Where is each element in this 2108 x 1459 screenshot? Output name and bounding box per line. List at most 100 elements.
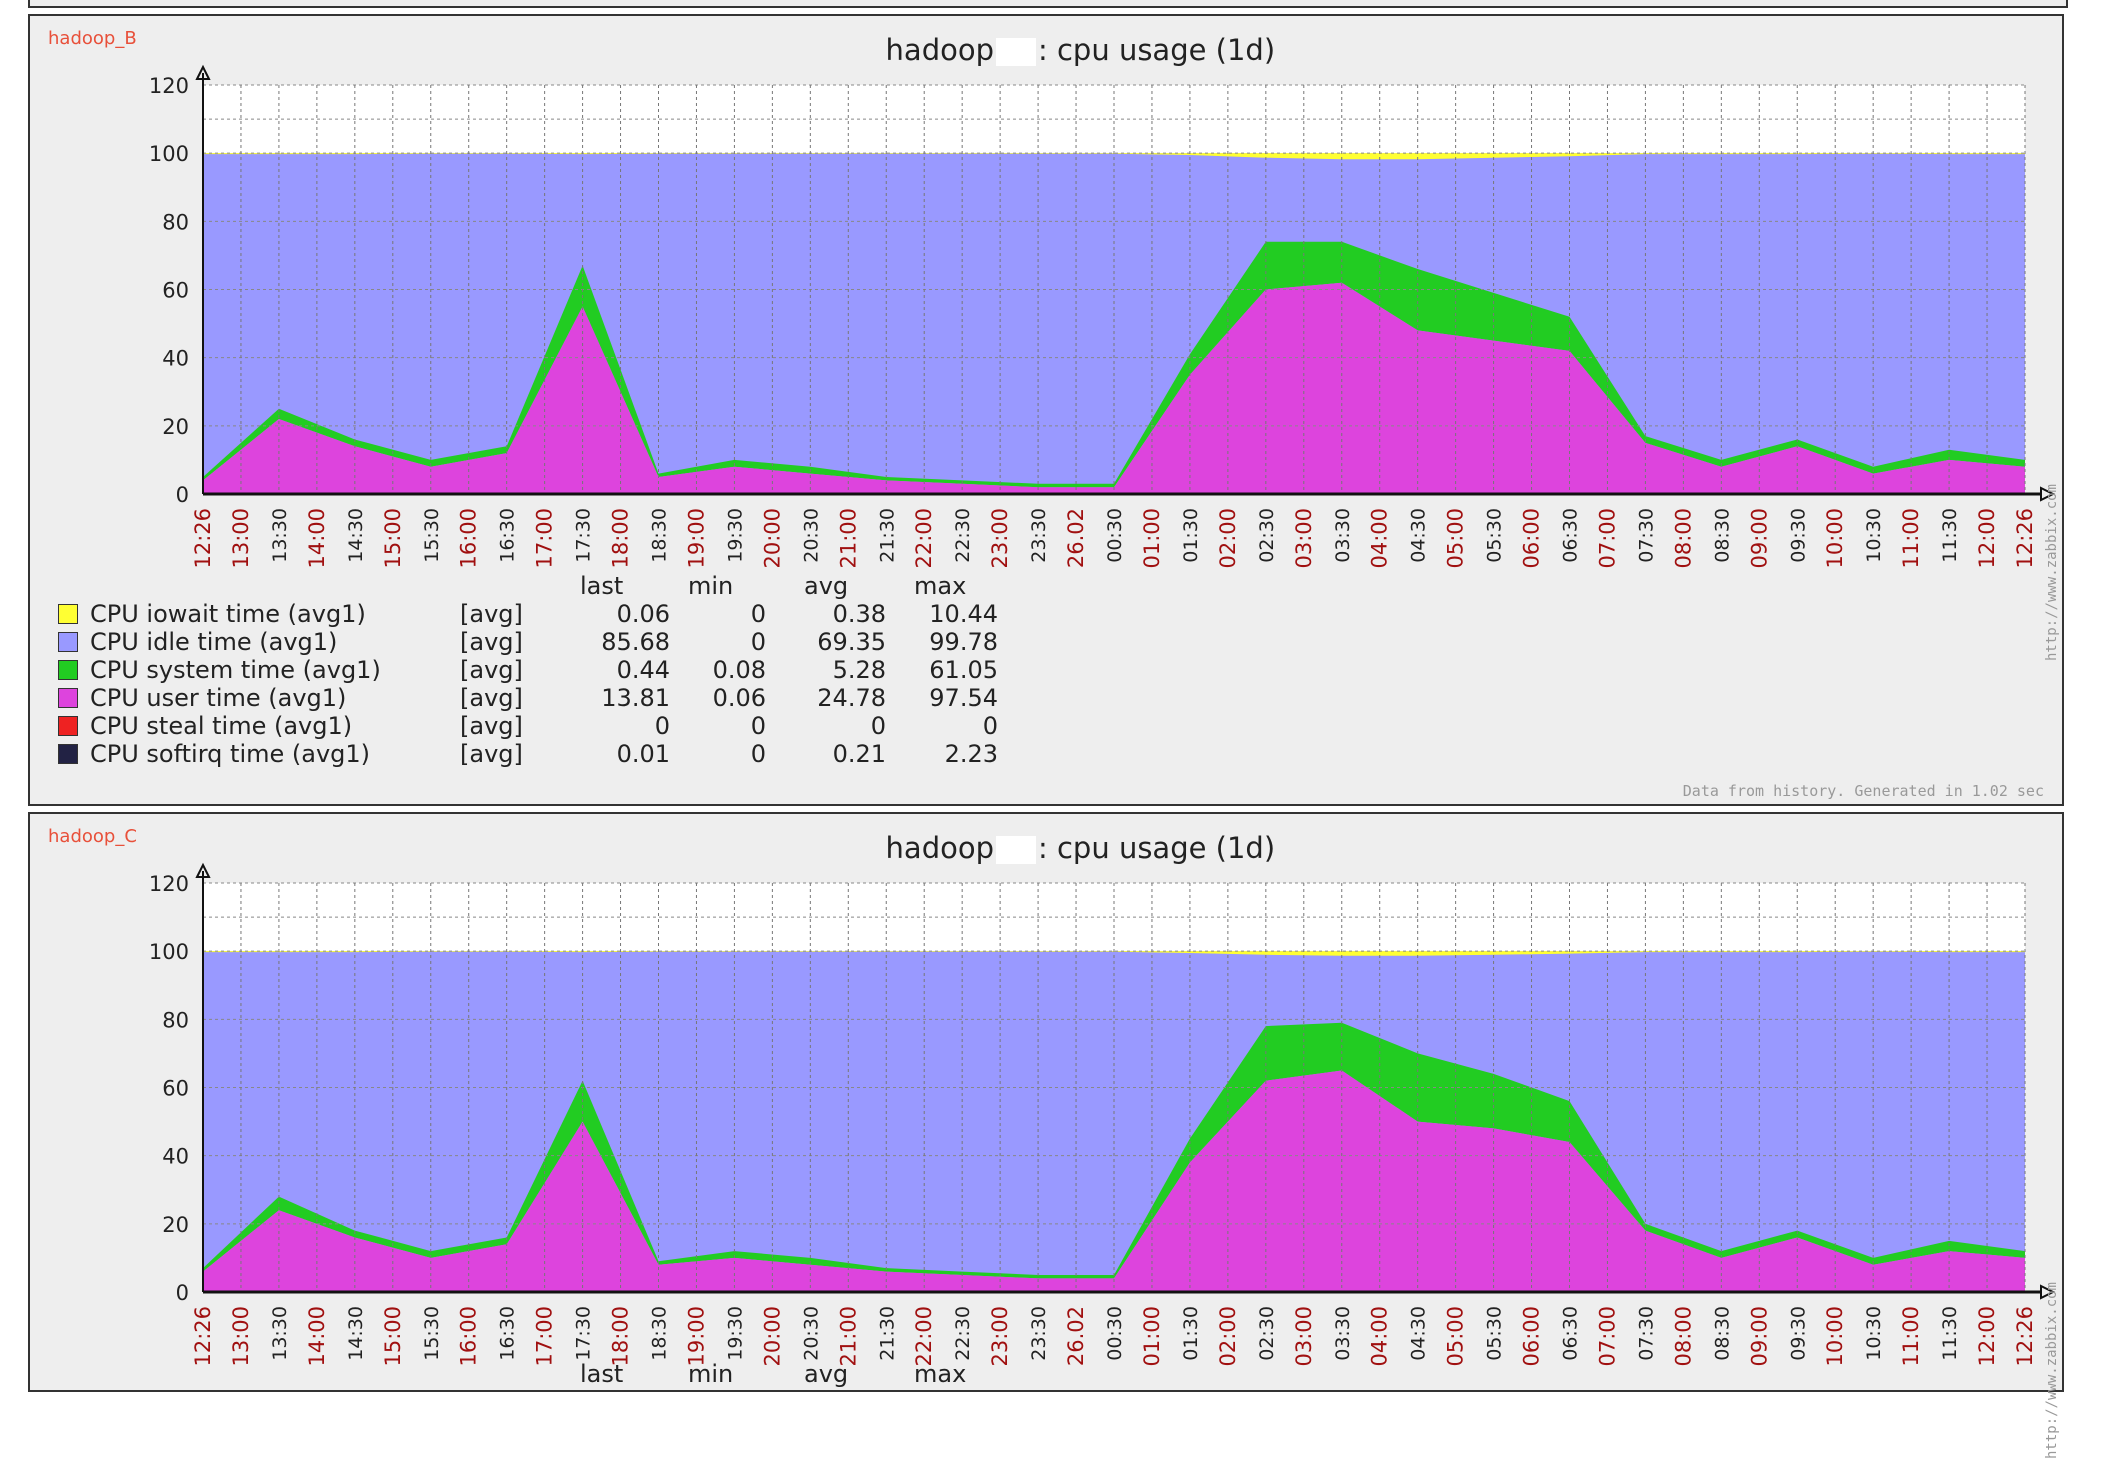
y-tick-label: 60 xyxy=(162,1077,189,1101)
y-tick-label: 0 xyxy=(176,1281,189,1305)
x-tick-label: 23:30 xyxy=(1028,1306,1050,1361)
legend-fn: [avg] xyxy=(460,740,523,768)
legend-last: 0 xyxy=(654,712,670,740)
x-tick-label: 07:30 xyxy=(1635,508,1657,563)
x-axis-arrow xyxy=(2040,1284,2056,1300)
x-tick-label: 22:30 xyxy=(952,508,974,563)
legend-avg: 0.21 xyxy=(832,740,886,768)
graph-panel-hadoop-c: hadoop_C hadoop: cpu usage (1d) 0 20 40 60 80… xyxy=(28,812,2064,1459)
x-tick-label: 00:30 xyxy=(1104,508,1126,563)
legend-last: 0.44 xyxy=(616,656,670,684)
y-tick-label: 20 xyxy=(162,1213,189,1237)
legend-row: CPU iowait time (avg1) [avg] 0.06 0 0.38 10.4… xyxy=(58,600,1094,628)
x-tick-label: 13:30 xyxy=(269,508,291,563)
legend-fn: [avg] xyxy=(460,712,523,740)
x-tick-label: 13:30 xyxy=(269,1306,291,1361)
x-tick-label: 01:30 xyxy=(1180,1306,1202,1361)
x-tick-label: 12:26 xyxy=(2013,508,2037,569)
y-axis-arrow xyxy=(195,862,211,878)
cpu-usage-chart: hadoop: cpu usage (1d) 0 20 40 60 80 100 120 12:… xyxy=(149,831,2056,1367)
x-tick-label: 21:30 xyxy=(876,508,898,563)
x-tick-label: 07:30 xyxy=(1635,1306,1657,1361)
x-tick-label: 11:00 xyxy=(1899,508,1923,569)
legend-max: 99.78 xyxy=(929,628,998,656)
x-tick-label: 19:30 xyxy=(724,1306,746,1361)
x-tick-label: 05:00 xyxy=(1444,508,1468,569)
x-tick-label: 21:30 xyxy=(876,1306,898,1361)
x-tick-label: 17:30 xyxy=(573,1306,595,1361)
x-tick-label: 02:30 xyxy=(1256,508,1278,563)
x-tick-label: 17:00 xyxy=(533,1306,557,1367)
x-tick-label: 03:30 xyxy=(1332,508,1354,563)
x-tick-label: 15:30 xyxy=(421,1306,443,1361)
x-tick-label: 06:00 xyxy=(1520,1306,1544,1367)
previous-panel-edge xyxy=(28,0,2068,8)
x-tick-label: 21:00 xyxy=(836,508,860,569)
x-tick-label: 14:00 xyxy=(305,1306,329,1367)
x-tick-label: 26.02 xyxy=(1064,508,1088,568)
legend-avg: 0 xyxy=(870,712,886,740)
legend-row: CPU user time (avg1) [avg] 13.81 0.06 24.78 9… xyxy=(58,684,1094,712)
x-tick-label: 13:00 xyxy=(229,1306,253,1367)
legend-last: 13.81 xyxy=(601,684,670,712)
x-tick-label: 18:00 xyxy=(609,508,633,569)
y-tick-label: 120 xyxy=(149,872,189,896)
x-tick-label: 04:00 xyxy=(1368,1306,1392,1367)
x-tick-label: 23:00 xyxy=(988,508,1012,569)
legend-name: CPU steal time (avg1) xyxy=(90,712,353,740)
x-tick-label: 15:00 xyxy=(381,1306,405,1367)
x-tick-label: 12:26 xyxy=(2013,1306,2037,1367)
legend-swatch xyxy=(58,716,78,736)
legend-fn: [avg] xyxy=(460,628,523,656)
host-label[interactable]: hadoop_B xyxy=(48,28,137,49)
x-tick-label: 08:30 xyxy=(1711,508,1733,563)
chart-title: hadoop xyxy=(886,33,994,67)
legend-last: 85.68 xyxy=(601,628,670,656)
legend-swatch xyxy=(58,660,78,680)
legend-last: 0.01 xyxy=(616,740,670,768)
x-tick-label: 23:30 xyxy=(1028,508,1050,563)
idle-area xyxy=(203,951,2025,1292)
y-tick-label: 40 xyxy=(162,347,189,371)
x-tick-label: 22:00 xyxy=(912,1306,936,1367)
x-tick-label: 21:00 xyxy=(836,1306,860,1367)
legend-header-last: last xyxy=(580,1360,624,1388)
y-tick-label: 80 xyxy=(162,1008,189,1032)
x-tick-label: 19:30 xyxy=(724,508,746,563)
legend-row: CPU steal time (avg1) [avg] 0 0 0 0 xyxy=(58,712,1094,740)
legend-header-max: max xyxy=(914,1360,967,1388)
x-tick-label: 02:00 xyxy=(1216,508,1240,569)
legend-swatch xyxy=(58,632,78,652)
x-tick-label: 19:00 xyxy=(684,1306,708,1367)
x-tick-label: 02:30 xyxy=(1256,1306,1278,1361)
y-axis-arrow xyxy=(195,64,211,80)
legend-header-avg: avg xyxy=(804,572,849,600)
legend-min: 0 xyxy=(750,740,766,768)
legend-max: 2.23 xyxy=(944,740,998,768)
x-tick-label: 08:30 xyxy=(1711,1306,1733,1361)
redacted-block xyxy=(996,38,1036,66)
x-tick-label: 10:00 xyxy=(1823,1306,1847,1367)
x-tick-label: 18:30 xyxy=(649,1306,671,1361)
y-tick-label: 60 xyxy=(162,279,189,303)
series-system-area xyxy=(203,241,2025,488)
legend-header-avg: avg xyxy=(804,1360,849,1388)
x-tick-label: 06:00 xyxy=(1520,508,1544,569)
y-tick-label: 20 xyxy=(162,415,189,439)
x-tick-label: 20:30 xyxy=(800,508,822,563)
x-tick-label: 00:30 xyxy=(1104,1306,1126,1361)
series-iowait-area xyxy=(203,951,2025,956)
series-user-area xyxy=(203,1070,2025,1292)
host-label[interactable]: hadoop_C xyxy=(48,826,137,847)
x-tick-label: 15:00 xyxy=(381,508,405,569)
x-tick-label: 10:30 xyxy=(1863,508,1885,563)
legend-swatch xyxy=(58,744,78,764)
legend-name: CPU idle time (avg1) xyxy=(90,628,338,656)
x-tick-label: 11:00 xyxy=(1899,1306,1923,1367)
x-tick-label: 16:00 xyxy=(457,508,481,569)
x-tick-label: 22:30 xyxy=(952,1306,974,1361)
x-tick-label: 08:00 xyxy=(1671,1306,1695,1367)
legend-min: 0 xyxy=(750,628,766,656)
x-tick-label: 09:00 xyxy=(1747,1306,1771,1367)
legend-avg: 69.35 xyxy=(817,628,886,656)
